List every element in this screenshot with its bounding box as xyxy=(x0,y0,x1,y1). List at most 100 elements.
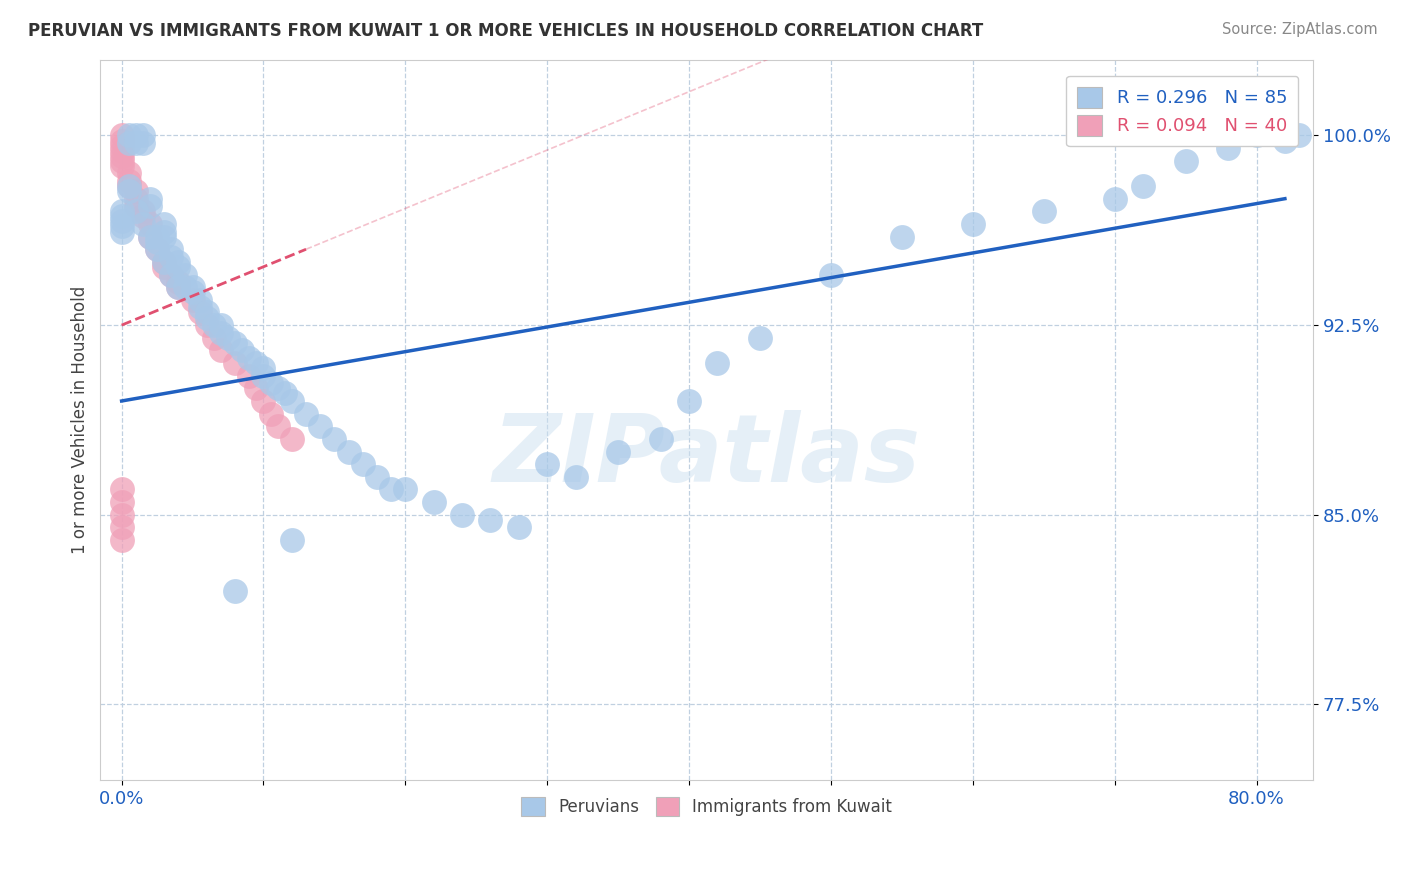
Point xyxy=(678,394,700,409)
Point xyxy=(820,268,842,282)
Point xyxy=(309,419,332,434)
Point xyxy=(111,219,134,234)
Point xyxy=(139,217,162,231)
Point xyxy=(890,229,912,244)
Point xyxy=(209,318,232,332)
Point xyxy=(451,508,474,522)
Point xyxy=(160,242,183,256)
Point xyxy=(252,361,274,376)
Point xyxy=(1104,192,1126,206)
Point xyxy=(139,192,162,206)
Point xyxy=(125,128,148,143)
Point xyxy=(146,242,169,256)
Point xyxy=(167,280,190,294)
Legend: Peruvians, Immigrants from Kuwait: Peruvians, Immigrants from Kuwait xyxy=(512,787,903,826)
Point xyxy=(394,483,416,497)
Point xyxy=(536,457,558,471)
Point xyxy=(564,470,586,484)
Point xyxy=(217,331,239,345)
Point xyxy=(146,235,169,249)
Point xyxy=(1274,134,1296,148)
Point xyxy=(118,166,141,180)
Point xyxy=(231,343,253,358)
Point xyxy=(118,179,141,194)
Point xyxy=(111,138,134,153)
Point xyxy=(111,204,134,219)
Point xyxy=(195,318,218,332)
Point xyxy=(380,483,402,497)
Y-axis label: 1 or more Vehicles in Household: 1 or more Vehicles in Household xyxy=(72,285,89,554)
Point xyxy=(281,394,304,409)
Point xyxy=(195,310,218,325)
Point xyxy=(245,381,267,395)
Point xyxy=(238,368,260,383)
Point xyxy=(650,432,672,446)
Point xyxy=(508,520,530,534)
Point xyxy=(224,335,246,350)
Point xyxy=(366,470,388,484)
Point xyxy=(274,386,297,401)
Point xyxy=(188,293,211,307)
Point xyxy=(202,318,225,332)
Point xyxy=(181,293,204,307)
Point xyxy=(479,513,502,527)
Point xyxy=(188,301,211,315)
Point xyxy=(181,280,204,294)
Point xyxy=(125,192,148,206)
Point xyxy=(1288,128,1310,143)
Point xyxy=(160,268,183,282)
Point xyxy=(281,533,304,547)
Point xyxy=(174,280,197,294)
Point xyxy=(167,275,190,289)
Point xyxy=(139,229,162,244)
Point xyxy=(323,432,346,446)
Point xyxy=(295,407,318,421)
Point xyxy=(125,199,148,213)
Point xyxy=(111,128,134,143)
Point xyxy=(153,260,176,274)
Point xyxy=(111,210,134,224)
Point xyxy=(202,331,225,345)
Point xyxy=(181,285,204,300)
Point xyxy=(111,483,134,497)
Point xyxy=(266,381,288,395)
Point xyxy=(153,229,176,244)
Point xyxy=(422,495,444,509)
Point xyxy=(111,214,134,228)
Point xyxy=(118,136,141,150)
Point xyxy=(245,356,267,370)
Point xyxy=(125,184,148,198)
Point xyxy=(209,326,232,340)
Point xyxy=(146,242,169,256)
Point xyxy=(111,533,134,547)
Point xyxy=(118,179,141,194)
Point xyxy=(111,508,134,522)
Point xyxy=(238,351,260,365)
Point xyxy=(139,199,162,213)
Point xyxy=(259,376,281,391)
Point xyxy=(111,153,134,168)
Point xyxy=(962,217,984,231)
Point xyxy=(1218,141,1240,155)
Text: PERUVIAN VS IMMIGRANTS FROM KUWAIT 1 OR MORE VEHICLES IN HOUSEHOLD CORRELATION C: PERUVIAN VS IMMIGRANTS FROM KUWAIT 1 OR … xyxy=(28,22,983,40)
Point xyxy=(160,250,183,264)
Point xyxy=(111,149,134,163)
Point xyxy=(111,159,134,173)
Point xyxy=(132,210,155,224)
Point xyxy=(259,407,281,421)
Point xyxy=(160,268,183,282)
Point xyxy=(132,136,155,150)
Point xyxy=(209,343,232,358)
Point xyxy=(111,225,134,239)
Point xyxy=(118,174,141,188)
Point xyxy=(607,444,630,458)
Point xyxy=(1032,204,1054,219)
Point xyxy=(153,255,176,269)
Point xyxy=(153,255,176,269)
Point xyxy=(252,368,274,383)
Point xyxy=(132,217,155,231)
Point xyxy=(118,184,141,198)
Point xyxy=(224,356,246,370)
Point xyxy=(174,268,197,282)
Point xyxy=(118,128,141,143)
